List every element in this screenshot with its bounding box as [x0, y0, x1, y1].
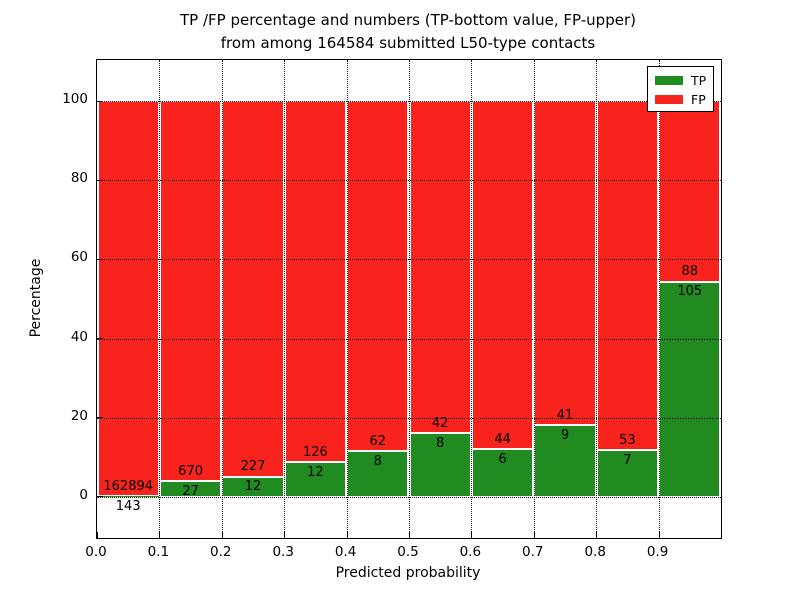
legend-entry-fp: FP [648, 90, 713, 109]
bar-fp-segment [659, 101, 721, 282]
x-tick-mark [284, 532, 286, 538]
bar-fp-segment [159, 101, 222, 482]
y-tick-label: 0 [79, 486, 88, 503]
bar-fp-segment [471, 101, 534, 450]
bar-tp-count-label: 8 [436, 435, 445, 451]
x-tick-label: 0.8 [584, 544, 606, 560]
v-gridline [409, 60, 410, 538]
legend-tp-label: TP [691, 72, 707, 88]
y-axis-label: Percentage [28, 258, 44, 338]
x-tick-label: 0.1 [147, 544, 170, 560]
y-tick-mark [97, 179, 103, 181]
y-tick-mark [97, 100, 103, 102]
v-gridline [596, 60, 598, 538]
y-tick-mark [97, 417, 103, 418]
x-tick-mark [658, 532, 660, 538]
y-tick-mark [97, 496, 103, 498]
y-tick-mark [97, 258, 103, 260]
bar-tp-segment [471, 449, 534, 497]
bar-fp-segment [97, 101, 159, 497]
bar-fp-count-label: 41 [556, 407, 574, 423]
bar-tp-count-label: 105 [677, 284, 703, 300]
legend-entry-tp: TP [648, 71, 713, 90]
y-tick-label: 100 [62, 91, 88, 108]
bar-fp-count-label: 227 [240, 459, 266, 475]
v-gridline [658, 60, 660, 538]
x-tick-label: 0.4 [334, 544, 357, 560]
v-gridline [159, 60, 161, 538]
x-tick-mark [533, 532, 535, 538]
bar-tp-segment [347, 451, 409, 497]
x-tick-mark [97, 532, 98, 538]
x-tick-label: 0.0 [85, 544, 107, 560]
x-tick-label: 0.9 [646, 544, 669, 560]
chart-title-line1: TP /FP percentage and numbers (TP-bottom… [180, 11, 636, 29]
x-tick-label: 0.2 [210, 544, 232, 560]
legend-tp-swatch-icon [655, 76, 683, 85]
bar-tp-count-label: 6 [498, 451, 507, 467]
y-tick-label: 20 [70, 407, 88, 424]
bar-fp-count-label: 42 [431, 415, 449, 431]
bar-tp-segment [159, 481, 222, 497]
bar-fp-segment [284, 101, 347, 463]
bar-tp-segment [596, 450, 659, 497]
bar-fp-count-label: 670 [178, 463, 203, 479]
bar-tp-count-label: 7 [623, 452, 632, 468]
y-tick-label: 40 [70, 328, 88, 345]
bar-tp-segment [659, 281, 721, 497]
bar-fp-count-label: 88 [681, 264, 699, 280]
v-gridline [471, 60, 473, 538]
bar-tp-count-label: 27 [182, 483, 199, 499]
v-gridline [284, 60, 286, 538]
x-axis-label: Predicted probability [335, 565, 481, 581]
chart-title-line2: from among 164584 submitted L50-type con… [220, 34, 596, 52]
bar-fp-count-label: 44 [494, 431, 511, 447]
bar-tp-count-label: 143 [115, 498, 141, 514]
x-tick-label: 0.7 [522, 544, 544, 560]
legend-fp-swatch-icon [655, 95, 683, 104]
y-tick-label: 80 [70, 170, 88, 187]
v-gridline [221, 60, 223, 538]
chart-title: TP /FP percentage and numbers (TP-bottom… [96, 9, 720, 55]
x-tick-mark [409, 532, 410, 538]
bar-fp-count-label: 62 [369, 433, 387, 449]
bar-tp-segment [534, 425, 596, 497]
bar-fp-count-label: 126 [302, 444, 328, 460]
bar-fp-segment [347, 101, 409, 452]
bar-fp-count-label: 53 [619, 432, 636, 448]
v-gridline [533, 60, 535, 538]
x-tick-mark [159, 532, 161, 538]
bar-tp-segment [409, 433, 471, 497]
bar-fp-segment [409, 101, 471, 434]
bar-tp-count-label: 8 [373, 453, 382, 469]
bar-tp-segment [284, 462, 347, 497]
plot-area: 162894 143 670 27 227 12 126 12 62 8 42 8 44 6 41 9 53 7 8… [96, 59, 722, 539]
x-tick-label: 0.3 [272, 544, 294, 560]
x-tick-label: 0.6 [459, 544, 482, 560]
bar-fp-segment [222, 101, 284, 477]
bar-tp-count-label: 9 [560, 427, 570, 443]
legend-fp-label: FP [691, 91, 706, 107]
bar-tp-count-label: 12 [307, 464, 324, 480]
x-tick-mark [221, 532, 223, 538]
bar-fp-count-label: 162894 [103, 478, 154, 494]
legend: TP FP [647, 66, 714, 112]
v-gridline [346, 60, 348, 538]
y-tick-mark [97, 338, 103, 339]
bar-tp-segment [222, 476, 284, 497]
bar-fp-segment [596, 101, 659, 451]
x-tick-mark [346, 532, 348, 538]
bar-tp-count-label: 12 [244, 479, 262, 495]
x-tick-label: 0.5 [397, 544, 419, 560]
x-tick-mark [471, 532, 473, 538]
y-tick-label: 60 [70, 249, 88, 266]
x-tick-mark [596, 532, 598, 538]
bar-fp-segment [534, 101, 596, 426]
